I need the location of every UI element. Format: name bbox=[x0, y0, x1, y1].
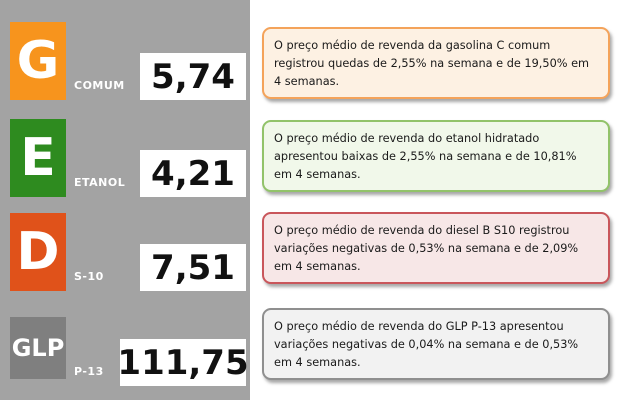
fuel-letter-gasolina: G bbox=[10, 22, 66, 100]
fuel-letter-glp: GLP bbox=[10, 317, 66, 379]
price-etanol: 4,21 bbox=[140, 150, 246, 197]
fuel-label-etanol: ETANOL bbox=[74, 176, 126, 189]
note-glp: O preço médio de revenda do GLP P-13 apr… bbox=[262, 308, 610, 380]
fuel-label-gasolina: COMUM bbox=[74, 79, 125, 92]
fuel-card-diesel: D S-10 7,51 bbox=[0, 205, 250, 297]
fuel-price-panel: G COMUM 5,74 E ETANOL 4,21 D S-10 7,51 G… bbox=[0, 0, 250, 400]
fuel-card-gasolina: G COMUM 5,74 bbox=[0, 14, 250, 106]
price-gasolina: 5,74 bbox=[140, 53, 246, 100]
note-diesel: O preço médio de revenda do diesel B S10… bbox=[262, 212, 610, 284]
note-gasolina: O preço médio de revenda da gasolina C c… bbox=[262, 27, 610, 99]
fuel-card-glp: GLP P-13 111,75 bbox=[0, 300, 250, 392]
price-glp: 111,75 bbox=[117, 339, 249, 386]
fuel-label-glp: P-13 bbox=[74, 365, 104, 378]
fuel-letter-diesel: D bbox=[10, 213, 66, 291]
fuel-card-etanol: E ETANOL 4,21 bbox=[0, 111, 250, 203]
fuel-label-diesel: S-10 bbox=[74, 270, 104, 283]
note-etanol: O preço médio de revenda do etanol hidra… bbox=[262, 120, 610, 192]
price-diesel: 7,51 bbox=[140, 244, 246, 291]
fuel-letter-etanol: E bbox=[10, 119, 66, 197]
